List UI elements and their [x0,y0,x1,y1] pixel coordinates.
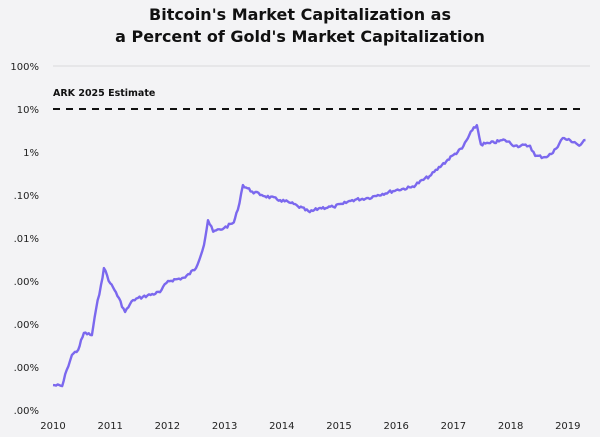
x-axis: 2010 2011 2012 2013 2014 2015 2016 2017 2018 2019 [40,421,580,432]
x-tick-label: 2013 [212,421,237,432]
x-tick-label: 2016 [383,421,408,432]
y-tick-label: .00% [14,277,39,288]
y-tick-label: 10% [17,105,39,116]
chart-title-line-1: Bitcoin's Market Capitalization as [149,5,451,24]
y-tick-label: .00% [14,363,39,374]
x-tick-label: 2017 [441,421,466,432]
y-tick-label: .10% [14,191,39,202]
y-axis: 100% 10% 1% .10% .01% .00% .00% .00% .00% [10,62,39,417]
y-tick-label: 100% [10,62,39,73]
series-line [52,124,586,388]
x-tick-label: 2010 [40,421,65,432]
x-tick-label: 2019 [555,421,580,432]
x-tick-label: 2012 [155,421,180,432]
y-tick-label: .01% [14,234,39,245]
x-tick-label: 2015 [326,421,351,432]
y-tick-label: .00% [14,406,39,417]
chart-title: Bitcoin's Market Capitalization as a Per… [0,4,600,48]
x-tick-label: 2011 [97,421,122,432]
reference-line-label: ARK 2025 Estimate [53,88,155,99]
x-tick-label: 2018 [498,421,523,432]
y-tick-label: .00% [14,320,39,331]
chart-title-line-2: a Percent of Gold's Market Capitalizatio… [115,27,485,46]
x-tick-label: 2014 [269,421,294,432]
y-tick-label: 1% [23,148,39,159]
